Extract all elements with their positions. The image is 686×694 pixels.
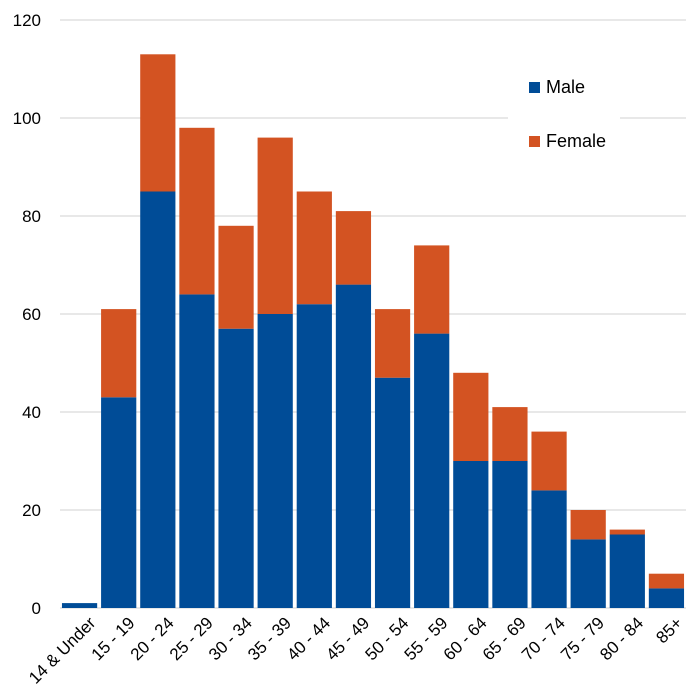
- bar-male: [374, 377, 411, 608]
- bar-male: [648, 588, 685, 608]
- bar-male: [335, 284, 372, 608]
- bar-male: [492, 461, 528, 608]
- legend: Female Male: [508, 58, 620, 178]
- x-tick-label: 30 - 34: [205, 613, 256, 664]
- y-axis-ticks: 0 20 40 60 80 100 120: [13, 11, 41, 618]
- bar-female: [101, 309, 137, 398]
- bar-male: [453, 461, 489, 608]
- x-tick-label: 35 - 39: [244, 613, 295, 664]
- bar-female: [179, 127, 215, 295]
- x-tick-label: 40 - 44: [283, 613, 334, 664]
- x-tick-label: 65 - 69: [479, 613, 530, 664]
- legend-swatch-female: [529, 136, 540, 147]
- bar-male: [296, 304, 332, 608]
- x-tick-label: 25 - 29: [166, 613, 217, 664]
- x-tick-label: 15 - 19: [88, 613, 139, 664]
- y-tick-label: 0: [32, 599, 41, 618]
- x-tick-label: 55 - 59: [401, 613, 452, 664]
- y-tick-label: 20: [22, 501, 41, 520]
- x-tick-label: 75 - 79: [557, 613, 608, 664]
- bar-female: [218, 225, 254, 329]
- bar-female: [296, 191, 332, 305]
- x-tick-label: 60 - 64: [440, 613, 491, 664]
- bar-female: [257, 137, 293, 314]
- bar-female: [374, 309, 411, 378]
- y-tick-label: 80: [22, 207, 41, 226]
- bar-female: [609, 529, 645, 535]
- bar-female: [335, 211, 372, 285]
- x-tick-label: 50 - 54: [362, 613, 413, 664]
- bar-male: [609, 534, 645, 608]
- bar-male: [101, 397, 137, 608]
- y-tick-label: 60: [22, 305, 41, 324]
- bar-male: [140, 191, 176, 608]
- bar-female: [648, 573, 685, 589]
- legend-swatch-male: [529, 82, 540, 93]
- bar-male: [179, 294, 215, 608]
- bar-male: [218, 328, 254, 608]
- bar-female: [453, 372, 489, 461]
- x-tick-label: 70 - 74: [518, 613, 569, 664]
- bar-male: [414, 333, 450, 608]
- legend-label-female: Female: [546, 131, 606, 151]
- bar-female: [531, 431, 567, 491]
- bar-female: [570, 510, 606, 540]
- x-tick-label: 85+: [652, 613, 686, 647]
- x-tick-label: 80 - 84: [596, 613, 647, 664]
- bar-female: [140, 54, 176, 192]
- y-tick-label: 40: [22, 403, 41, 422]
- legend-label-male: Male: [546, 77, 585, 97]
- bar-male: [61, 603, 98, 608]
- bar-female: [492, 407, 528, 461]
- bar-male: [531, 490, 567, 608]
- bar-male: [570, 539, 606, 608]
- y-tick-label: 100: [13, 109, 41, 128]
- bar-male: [257, 314, 293, 608]
- legend-background: [508, 58, 620, 178]
- x-tick-label: 20 - 24: [127, 613, 178, 664]
- x-tick-label: 45 - 49: [322, 613, 373, 664]
- bars: [61, 54, 685, 608]
- y-tick-label: 120: [13, 11, 41, 30]
- bar-female: [414, 245, 450, 334]
